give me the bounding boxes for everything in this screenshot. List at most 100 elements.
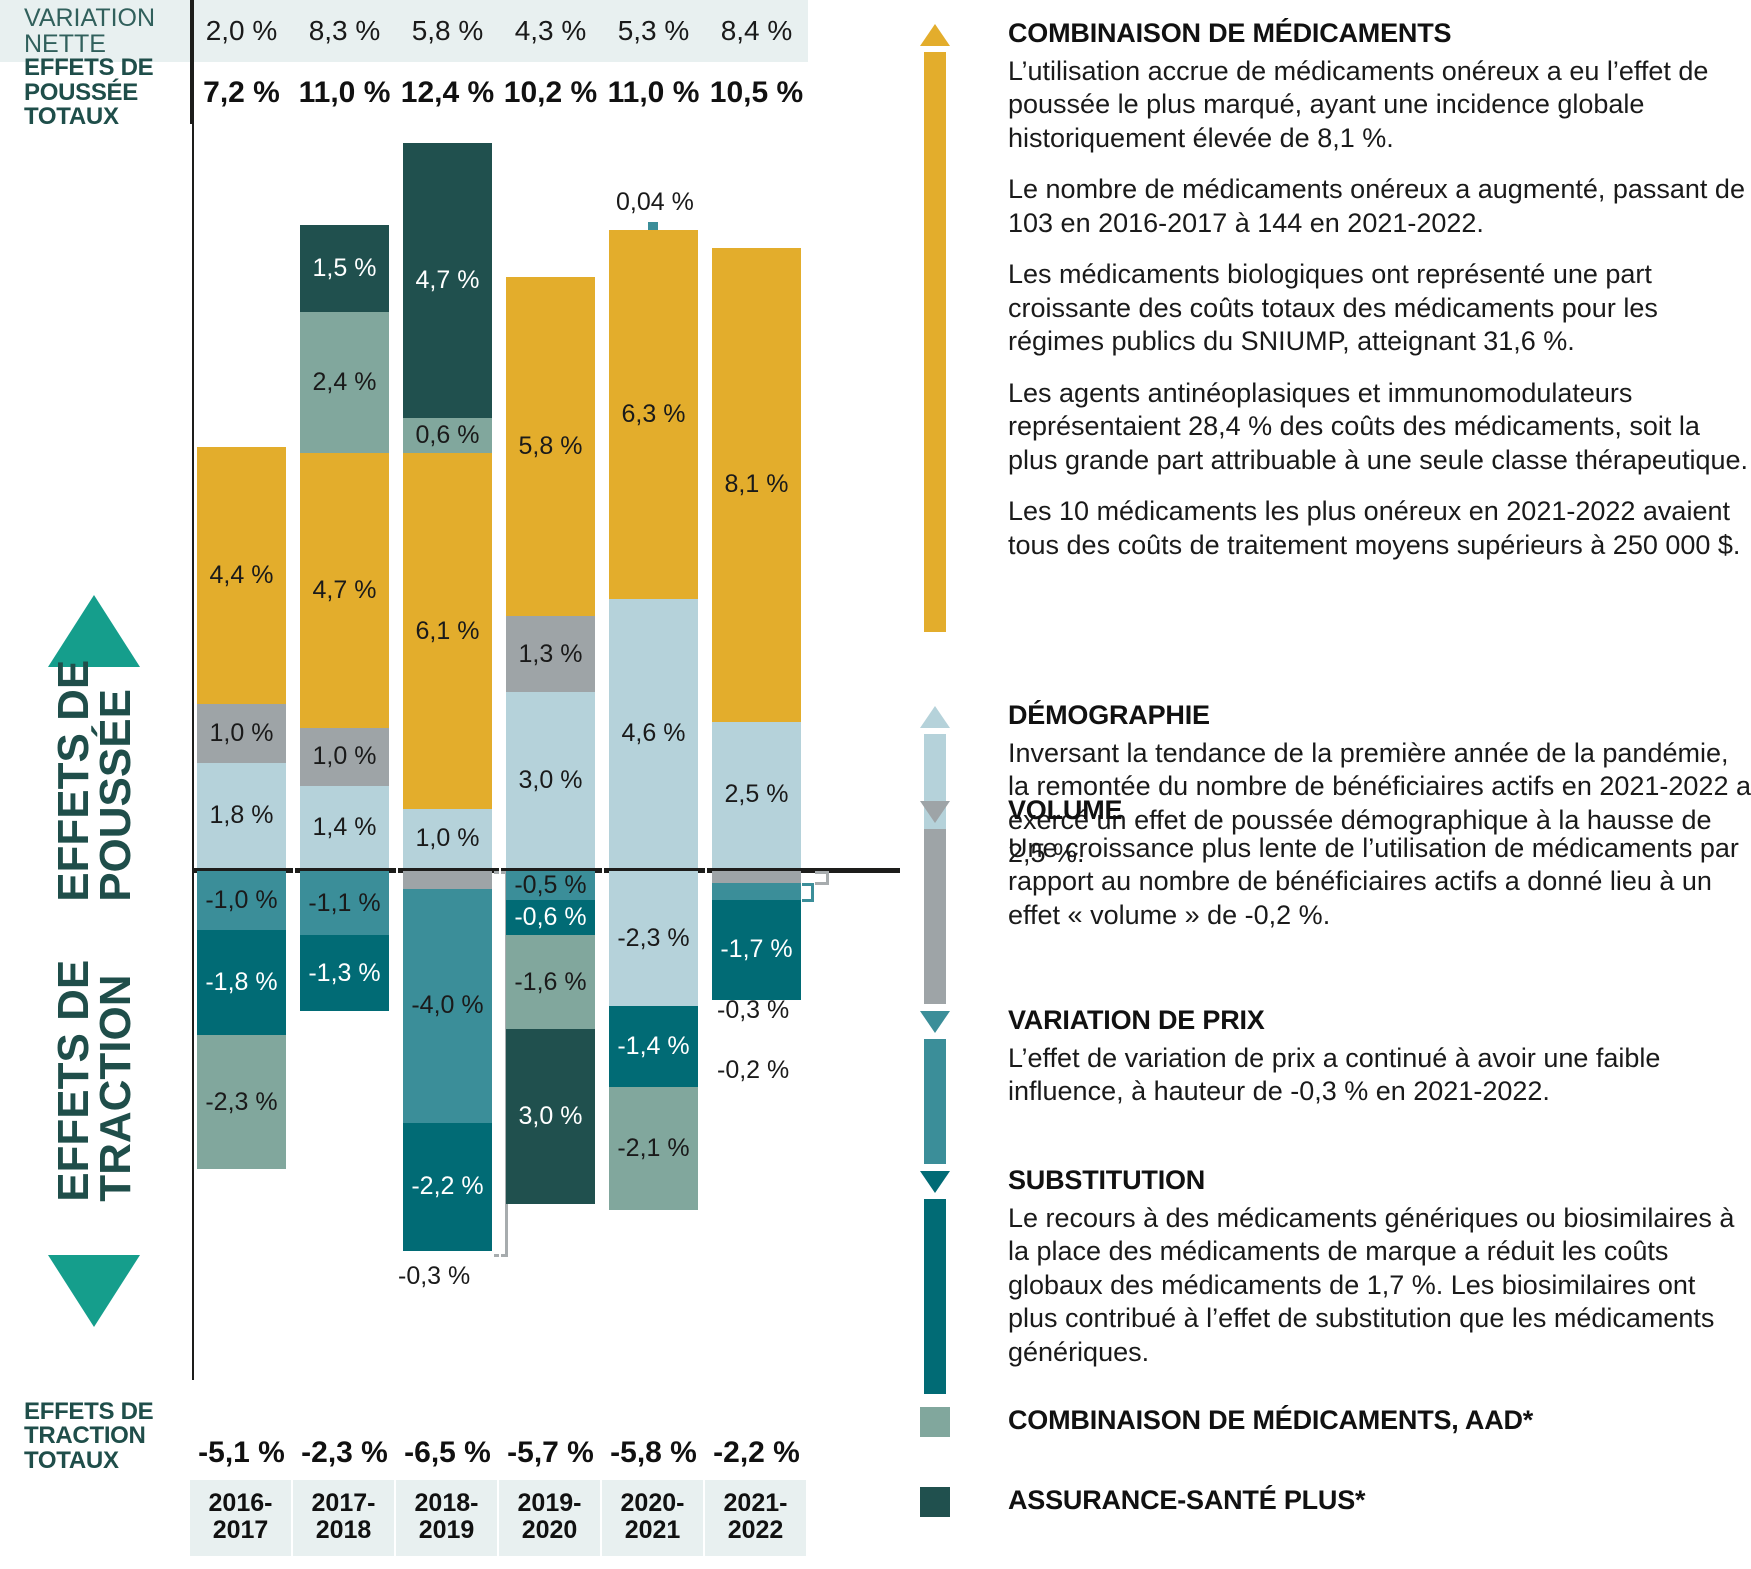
legend-item-paragraph: Le nombre de médicaments onéreux a augme… [1008, 174, 1745, 238]
total-pull-cell: -5,1 % [198, 1436, 285, 1469]
x-axis-year-labels: 2016- 2017 2017- 2018 2018- 2019 2019- 2020 2020… [190, 1480, 900, 1556]
legend-item-title: ASSURANCE-SANTÉ PLUS* [1008, 1485, 1366, 1515]
total-pull-cell: -5,7 % [507, 1436, 594, 1469]
total-push-row: EFFETS DE POUSSÉE TOTAUX 7,2 % 11,0 % 12,4… [0, 56, 900, 129]
pull-arrow-down-icon [48, 1255, 140, 1327]
legend-text-block: VARIATION DE PRIX L’effet de variation de… [1008, 1005, 1751, 1127]
bar-segment [712, 871, 801, 883]
bar-segment: -1,0 % [197, 871, 286, 930]
axis-label-push: EFFETS DE POUSSÉE [49, 659, 140, 902]
bar-segment: 4,4 % [197, 446, 286, 705]
bar-segment: 4,7 % [403, 142, 492, 418]
bar-segment: -0,5 % [506, 871, 595, 901]
net-change-row: VARIATION NETTE 2,0 % 8,3 % 5,8 % 4,3 % 5… [0, 0, 900, 62]
bar-negative-stack: -2,3 % -1,4 % -2,1 % [609, 871, 698, 1211]
bar-segment: 0,6 % [403, 417, 492, 453]
total-pull-cell: -6,5 % [404, 1436, 491, 1469]
legend-item-title: COMBINAISON DE MÉDICAMENTS, AAD* [1008, 1405, 1534, 1435]
bar-segment: 5,8 % [506, 277, 595, 617]
total-push-cell: 11,0 % [607, 76, 700, 109]
bar-negative-stack: -1,0 % -1,8 % -2,3 % [197, 871, 286, 1170]
column-separator [190, 124, 192, 1380]
net-change-cell: 5,8 % [396, 0, 499, 62]
legend-item-paragraph: Le recours à des médicaments génériques … [1008, 1203, 1735, 1367]
zero-baseline [190, 868, 900, 873]
net-change-cell: 5,3 % [602, 0, 705, 62]
arrow-up-icon [920, 706, 950, 728]
bar-segment: 1,3 % [506, 616, 595, 693]
bar-negative-stack: -4,0 % -2,2 % [403, 871, 492, 1252]
bar-segment: 1,0 % [300, 727, 389, 787]
arrow-up-icon [920, 24, 950, 46]
legend-color-bar [924, 1039, 946, 1164]
outside-value-label: -0,3 % [717, 996, 790, 1024]
bar-segment: 1,0 % [403, 809, 492, 868]
legend-color-swatch [920, 1407, 950, 1437]
total-pull-label: EFFETS DE TRACTION TOTAUX [24, 1398, 154, 1474]
total-push-cell: 12,4 % [400, 76, 495, 109]
bar-column: 8,1 % 2,5 % -1,7 % [705, 124, 808, 1380]
bar-negative-stack: -0,5 % -0,6 % -1,6 % 3,0 % [506, 871, 595, 1205]
bar-segment: -1,4 % [609, 1005, 698, 1088]
total-push-cell: 10,2 % [503, 76, 598, 109]
total-pull-row: -5,1 % -2,3 % -6,5 % -5,7 % -5,8 % -2,2 … [0, 1436, 900, 1470]
legend-item-title: VOLUME [1008, 795, 1123, 825]
column-separator [293, 124, 295, 1380]
bar-segment: -2,3 % [197, 1034, 286, 1170]
bar-column: 4,4 % 1,0 % 1,8 % -1,0 % -1,8 % -2,3 % [190, 124, 293, 1380]
bar-segment: 4,6 % [609, 598, 698, 868]
x-axis-tick-label: 2018- 2019 [396, 1480, 499, 1556]
bar-segment: -2,1 % [609, 1087, 698, 1211]
total-pull-cell: -2,2 % [713, 1436, 800, 1469]
legend-item-paragraph: Les médicaments biologiques ont représen… [1008, 259, 1658, 357]
legend-text-block: VOLUME Une croissance plus lente de l’uti… [1008, 795, 1751, 950]
total-pull-cell: -2,3 % [301, 1436, 388, 1469]
legend-item-paragraph: Les 10 médicaments les plus onéreux en 2… [1008, 496, 1741, 560]
x-axis-tick-label: 2017- 2018 [293, 1480, 396, 1556]
legend-text-block: COMBINAISON DE MÉDICAMENTS L’utilisation … [1008, 18, 1751, 580]
legend-color-swatch [920, 1487, 950, 1517]
bar-column: 5,8 % 1,3 % 3,0 % -0,5 % -0,6 % -1,6 % 3,0 % [499, 124, 602, 1380]
bar-segment: -1,1 % [300, 871, 389, 936]
legend-item-paragraph: Inversant la tendance de la première ann… [1008, 738, 1751, 869]
legend-item-title: VARIATION DE PRIX [1008, 1005, 1265, 1035]
bar-positive-stack: 6,3 % 4,6 % [609, 230, 698, 868]
legend-color-bar [924, 52, 946, 632]
bar-segment: 4,7 % [300, 452, 389, 728]
bar-positive-stack: 4,7 % 0,6 % 6,1 % 1,0 % [403, 142, 492, 868]
bar-segment: 2,5 % [712, 721, 801, 868]
x-axis-tick-label: 2016- 2017 [190, 1480, 293, 1556]
push-arrow-up-icon [48, 595, 140, 667]
outside-value-label: 0,04 % [616, 188, 694, 217]
bar-segment: 8,1 % [712, 247, 801, 722]
column-separator [602, 124, 604, 1380]
legend-item-title: COMBINAISON DE MÉDICAMENTS [1008, 18, 1452, 48]
bar-segment: -1,7 % [712, 900, 801, 1000]
column-separator [499, 124, 501, 1380]
total-push-cell: 7,2 % [203, 76, 280, 109]
total-pull-cell: -5,8 % [610, 1436, 697, 1469]
legend-color-bar [924, 1199, 946, 1394]
bar-segment: -1,6 % [506, 935, 595, 1029]
bar-column: 4,7 % 0,6 % 6,1 % 1,0 % -4,0 % -2,2 % [396, 124, 499, 1380]
axis-vertical-divider [190, 0, 194, 1380]
outside-value-tick [648, 222, 658, 231]
bar-positive-stack: 1,5 % 2,4 % 4,7 % 1,0 % 1,4 % [300, 224, 389, 868]
legend-item-paragraph: L’utilisation accrue de médicaments onér… [1008, 56, 1709, 153]
bar-segment: 1,5 % [300, 224, 389, 313]
bar-segment: -4,0 % [403, 888, 492, 1123]
column-separator [396, 124, 398, 1380]
net-change-cell: 8,4 % [705, 0, 808, 62]
bar-positive-stack: 8,1 % 2,5 % [712, 247, 801, 868]
arrow-down-icon [920, 1011, 950, 1033]
legend-item-paragraph: L’effet de variation de prix a continué … [1008, 1043, 1661, 1107]
bar-segment: 3,0 % [506, 692, 595, 868]
legend-item-title: SUBSTITUTION [1008, 1165, 1206, 1195]
bar-segment: 1,0 % [197, 704, 286, 763]
arrow-down-icon [920, 1171, 950, 1193]
bar-segment: -2,3 % [609, 871, 698, 1006]
value-bracket [815, 871, 829, 885]
bar-segment: -2,2 % [403, 1122, 492, 1252]
bar-segment: -1,8 % [197, 929, 286, 1035]
legend-item-paragraph: Les agents antinéoplasiques et immunomod… [1008, 377, 1749, 475]
